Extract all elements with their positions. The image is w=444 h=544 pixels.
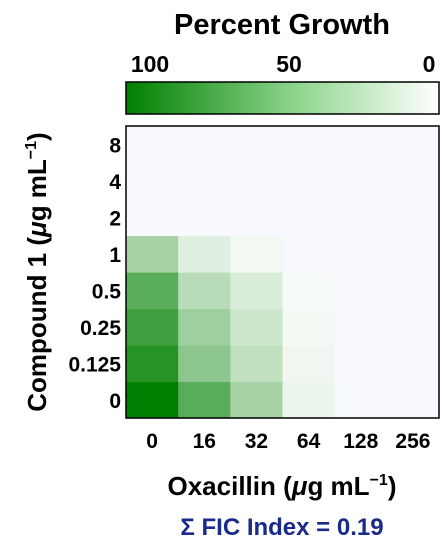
x-tick-label: 32 — [245, 430, 268, 453]
heatmap-cell — [282, 162, 336, 200]
heatmap-cell — [282, 381, 336, 419]
heatmap-cell — [126, 272, 179, 310]
heatmap-cell — [282, 345, 336, 383]
heatmap-cell — [386, 272, 440, 310]
x-axis-label-suffix: ) — [388, 471, 397, 501]
heatmap-cell — [386, 199, 440, 237]
x-tick-label: 128 — [343, 430, 378, 453]
heatmap-cell — [230, 162, 284, 200]
colorbar-tick-label: 50 — [276, 51, 302, 77]
x-axis-label: Oxacillin (μg mL−1) — [168, 471, 397, 501]
x-axis-label-prefix: Oxacillin ( — [168, 471, 293, 501]
colorbar-title: Percent Growth — [174, 9, 390, 41]
x-axis-label-sup: −1 — [370, 472, 388, 489]
x-axis-label-units: g mL — [307, 471, 369, 501]
heatmap-cell — [386, 308, 440, 346]
colorbar — [125, 81, 440, 115]
heatmap-cell — [126, 162, 179, 200]
heatmap-cell — [282, 199, 336, 237]
y-tick-label: 1 — [109, 244, 121, 267]
heatmap-cell — [386, 126, 440, 164]
heatmap-cell — [126, 235, 179, 273]
heatmap-cell — [334, 199, 388, 237]
heatmap-cell — [126, 199, 179, 237]
x-axis-label-mu: μ — [291, 471, 308, 501]
heatmap-cell — [178, 345, 231, 383]
heatmap-cell — [178, 199, 231, 237]
heatmap-cell — [386, 235, 440, 273]
heatmap-cell — [386, 381, 440, 419]
heatmap-cell — [386, 345, 440, 383]
y-tick-label: 0.5 — [92, 280, 122, 303]
heatmap-cell — [178, 235, 231, 273]
heatmap-cells — [126, 126, 440, 419]
y-tick-label: 0.125 — [68, 353, 121, 376]
y-tick-label: 4 — [109, 171, 121, 194]
heatmap-cell — [334, 272, 388, 310]
heatmap-cell — [282, 272, 336, 310]
heatmap-cell — [230, 199, 284, 237]
heatmap-cell — [126, 381, 179, 419]
x-tick-labels: 0 16 32 64 128 256 — [146, 430, 430, 453]
y-axis-label-suffix: ) — [22, 132, 52, 141]
heatmap-cell — [386, 162, 440, 200]
colorbar-tick-label: 100 — [131, 51, 169, 77]
y-tick-labels: 0 0.125 0.25 0.5 1 2 4 8 — [68, 134, 121, 413]
y-tick-label: 8 — [109, 134, 121, 157]
y-tick-label: 0.25 — [80, 317, 121, 340]
heatmap-cell — [334, 235, 388, 273]
heatmap-cell — [334, 381, 388, 419]
heatmap-cell — [230, 235, 284, 273]
heatmap-cell — [178, 126, 231, 164]
x-tick-label: 256 — [395, 430, 430, 453]
heatmap-cell — [178, 381, 231, 419]
x-tick-label: 0 — [146, 430, 158, 453]
y-axis-label-prefix: Compound 1 ( — [22, 237, 52, 412]
heatmap-cell — [334, 345, 388, 383]
heatmap-cell — [126, 126, 179, 164]
y-axis-label-units: g mL — [22, 159, 52, 221]
heatmap-cell — [334, 308, 388, 346]
heatmap-cell — [230, 308, 284, 346]
heatmap-cell — [126, 308, 179, 346]
fic-index-label: Σ FIC Index = 0.19 — [180, 514, 383, 541]
colorbar-tick-label: 0 — [423, 51, 436, 77]
y-tick-label: 0 — [109, 390, 121, 413]
heatmap-cell — [334, 162, 388, 200]
heatmap-cell — [178, 162, 231, 200]
plot-frame — [125, 125, 440, 419]
y-axis-label-sup: −1 — [23, 141, 40, 159]
heatmap-cell — [230, 381, 284, 419]
y-axis-label-mu: μ — [22, 221, 52, 238]
heatmap-cell — [230, 345, 284, 383]
x-tick-label: 64 — [297, 430, 321, 453]
x-tick-label: 16 — [193, 430, 216, 453]
heatmap-cell — [178, 308, 231, 346]
heatmap-cell — [282, 235, 336, 273]
y-axis-label: Compound 1 (μg mL−1) — [22, 132, 52, 411]
heatmap-cell — [334, 126, 388, 164]
heatmap-cell — [230, 126, 284, 164]
heatmap-cell — [282, 308, 336, 346]
heatmap-cell — [230, 272, 284, 310]
heatmap-cell — [282, 126, 336, 164]
heatmap-cell — [178, 272, 231, 310]
y-tick-label: 2 — [109, 207, 121, 230]
heatmap-cell — [126, 345, 179, 383]
